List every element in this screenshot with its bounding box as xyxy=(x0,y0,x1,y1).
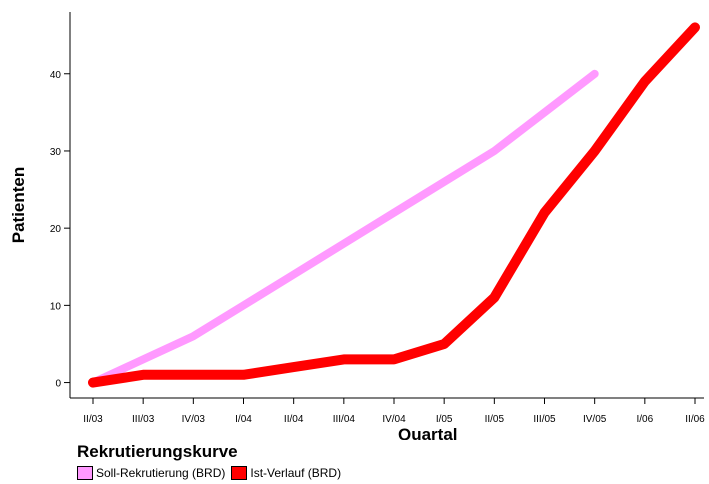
x-tick-label: I/06 xyxy=(636,414,653,425)
legend-swatch-ist xyxy=(231,466,248,480)
x-tick-label: II/06 xyxy=(685,414,705,425)
x-tick-label: IV/04 xyxy=(382,414,406,425)
series-line-soll xyxy=(89,69,599,387)
legend-title: Rekrutierungskurve xyxy=(77,442,238,461)
legend-swatch-soll xyxy=(77,466,93,480)
legend-item-soll: Soll-Rekrutierung (BRD) xyxy=(77,466,225,480)
y-tick-label: 0 xyxy=(55,379,61,390)
x-tick-label: I/05 xyxy=(436,414,453,425)
y-tick-label: 40 xyxy=(50,70,62,81)
x-tick-label: II/05 xyxy=(485,414,505,425)
x-tick-label: IV/03 xyxy=(182,414,206,425)
y-tick-label: 20 xyxy=(50,224,62,235)
y-tick-label: 30 xyxy=(50,147,62,158)
y-axis-title: Patienten xyxy=(9,167,28,244)
y-tick-label: 10 xyxy=(50,301,62,312)
x-tick-label: III/05 xyxy=(533,414,556,425)
series-line-ist xyxy=(88,22,700,388)
x-tick-label: II/04 xyxy=(284,414,304,425)
legend: Soll-Rekrutierung (BRD) Ist-Verlauf (BRD… xyxy=(77,466,347,480)
x-tick-label: IV/05 xyxy=(583,414,607,425)
x-tick-label: I/04 xyxy=(235,414,252,425)
legend-label-ist: Ist-Verlauf (BRD) xyxy=(250,466,342,480)
legend-item-ist: Ist-Verlauf (BRD) xyxy=(231,466,341,480)
chart: 0 10 20 30 40 II/03 III/03 IV/03 I/04 II/04 III/0… xyxy=(9,12,705,440)
x-axis-title: Quartal xyxy=(398,425,458,440)
x-tick-label: III/04 xyxy=(333,414,356,425)
legend-label-soll: Soll-Rekrutierung (BRD) xyxy=(96,466,226,480)
x-tick-label: II/03 xyxy=(83,414,103,425)
x-tick-label: III/03 xyxy=(132,414,155,425)
